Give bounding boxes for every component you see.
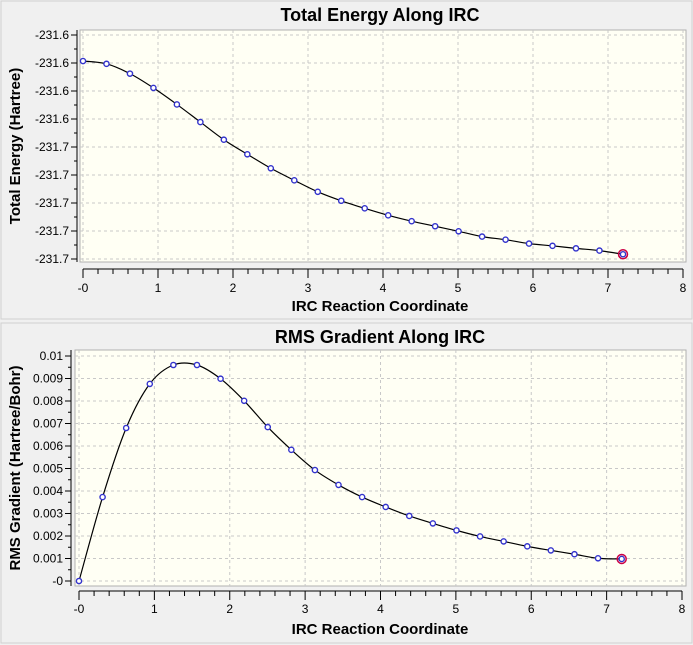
data-point — [193, 361, 201, 369]
data-point — [405, 512, 413, 520]
y-tick-label: -231.6 — [35, 56, 69, 70]
data-point — [384, 212, 392, 219]
y-tick-label: 0.004 — [33, 484, 63, 498]
data-point — [594, 554, 602, 562]
data-point — [408, 217, 415, 225]
data-point — [525, 240, 533, 247]
highlight-point-ring — [616, 553, 627, 565]
data-point — [314, 188, 322, 196]
x-tick-label: 8 — [679, 602, 686, 616]
data-point — [358, 493, 366, 501]
data-point — [122, 424, 130, 432]
y-tick-label: -231.7 — [35, 140, 69, 154]
y-tick-label: -231.7 — [35, 252, 69, 266]
x-tick-label: 4 — [377, 602, 384, 616]
data-point — [596, 247, 603, 254]
data-point — [290, 177, 298, 184]
x-tick-label: 6 — [530, 281, 537, 295]
y-tick-label: 0.008 — [33, 394, 63, 408]
x-axis-title: IRC Reaction Coordinate — [292, 298, 469, 315]
highlight-point-ring — [617, 248, 629, 260]
data-point — [478, 233, 486, 240]
data-point — [431, 222, 439, 230]
y-tick-label: -231.7 — [35, 224, 69, 238]
data-point — [103, 60, 110, 68]
x-tick-label: 3 — [305, 281, 312, 295]
data-point — [79, 57, 87, 65]
data-point — [453, 527, 460, 534]
data-point — [335, 481, 342, 489]
x-tick-label: 2 — [230, 281, 237, 295]
data-point — [267, 164, 275, 172]
y-tick-label: 0.009 — [33, 372, 63, 386]
data-point — [220, 136, 228, 144]
data-point — [476, 533, 484, 540]
plot-area — [74, 349, 687, 587]
data-point — [523, 543, 531, 550]
x-tick-label: 4 — [380, 281, 387, 295]
chart-panel-0: Total Energy Along IRC -231.6 -231.6 -231.6… — [0, 0, 693, 320]
y-tick-label: 0.01 — [40, 349, 64, 363]
y-tick-label: 0.001 — [33, 552, 63, 566]
y-tick-label: 0.006 — [33, 439, 63, 453]
data-point — [173, 101, 181, 108]
x-tick-label: -0 — [74, 602, 85, 616]
x-tick-label: 2 — [226, 602, 233, 616]
x-tick-label: 8 — [680, 281, 687, 295]
data-point — [217, 375, 224, 383]
data-point — [455, 227, 462, 235]
x-tick-label: 5 — [455, 281, 462, 295]
x-tick-label: 3 — [302, 602, 309, 616]
data-point — [619, 250, 627, 258]
y-tick-label: 0.003 — [33, 507, 63, 521]
data-point — [170, 361, 177, 369]
data-point — [146, 380, 154, 388]
data-point — [288, 446, 295, 454]
y-tick-label: -231.6 — [35, 112, 69, 126]
y-tick-label: -0 — [52, 574, 63, 588]
y-tick-label: 0.002 — [33, 529, 63, 543]
data-point — [240, 397, 248, 405]
data-point — [337, 197, 345, 205]
data-point — [150, 84, 157, 92]
data-point — [99, 493, 106, 501]
data-point — [547, 547, 555, 554]
x-tick-label: 5 — [453, 602, 460, 616]
data-point — [382, 503, 390, 511]
data-point — [126, 70, 134, 77]
chart-panel-1: RMS Gradient Along IRC 0.01 0.009 0.008 0.00… — [0, 322, 693, 644]
data-point — [502, 236, 509, 243]
x-axis-title: IRC Reaction Coordinate — [292, 621, 469, 638]
y-tick-label: -231.6 — [35, 84, 69, 98]
y-tick-label: 0.007 — [33, 417, 63, 431]
y-tick-label: -231.6 — [35, 28, 69, 42]
data-point — [429, 520, 437, 527]
y-axis-title: RMS Gradient (Hartree/Bohr) — [7, 365, 24, 570]
data-point — [549, 242, 556, 250]
y-axis-title: Total Energy (Hartree) — [7, 68, 24, 224]
data-point — [264, 423, 272, 431]
data-point — [361, 205, 369, 212]
y-tick-label: -231.7 — [35, 196, 69, 210]
x-tick-label: 7 — [603, 602, 610, 616]
data-point — [244, 150, 251, 158]
data-point — [618, 555, 626, 563]
data-point — [500, 538, 507, 545]
data-point — [197, 118, 204, 126]
y-tick-label: -231.7 — [35, 168, 69, 182]
chart-title: Total Energy Along IRC — [280, 5, 479, 25]
x-tick-label: 7 — [605, 281, 612, 295]
data-point — [311, 466, 319, 474]
data-point — [571, 550, 578, 558]
y-tick-label: 0.005 — [33, 462, 63, 476]
x-tick-label: 1 — [151, 602, 158, 616]
data-point — [572, 245, 580, 252]
x-tick-label: 1 — [155, 281, 162, 295]
chart-title: RMS Gradient Along IRC — [275, 327, 485, 347]
data-point — [75, 577, 83, 585]
x-tick-label: -0 — [78, 281, 89, 295]
x-tick-label: 6 — [528, 602, 535, 616]
